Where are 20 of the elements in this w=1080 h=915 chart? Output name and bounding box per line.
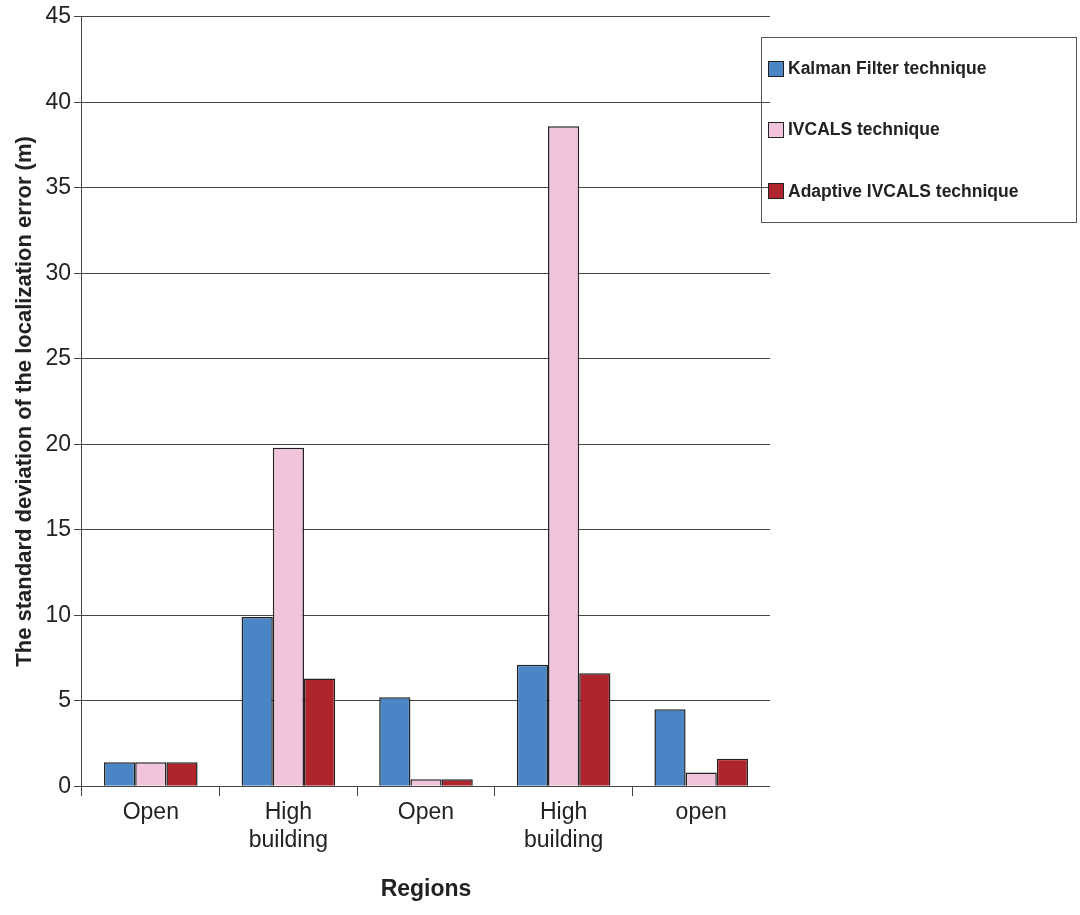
- legend-label: Adaptive IVCALS technique: [788, 180, 1019, 202]
- y-tick-label: 30: [45, 258, 71, 285]
- x-tick-label: Open: [397, 798, 455, 825]
- y-tick-label: 45: [45, 2, 71, 29]
- y-tick-label: 10: [45, 600, 71, 627]
- x-axis-title: Regions: [380, 874, 472, 901]
- y-tick-label: 15: [45, 515, 71, 542]
- y-tick-label: 25: [45, 344, 71, 371]
- y-tick-label: 20: [45, 429, 71, 456]
- y-tick-label: 35: [45, 173, 71, 200]
- y-tick-label: 0: [58, 771, 71, 798]
- y-tick-label: 40: [45, 87, 71, 114]
- y-axis-title: The standard deviation of the localization error (m): [11, 136, 37, 667]
- y-tick-label: 5: [58, 686, 71, 713]
- legend-label: IVCALS technique: [788, 119, 940, 141]
- x-tick-label: High building: [523, 798, 604, 852]
- x-tick-label: Open: [122, 798, 179, 825]
- legend-label: Kalman Filter technique: [788, 58, 987, 80]
- x-tick-label: High building: [248, 798, 329, 852]
- x-tick-label: open: [675, 798, 727, 825]
